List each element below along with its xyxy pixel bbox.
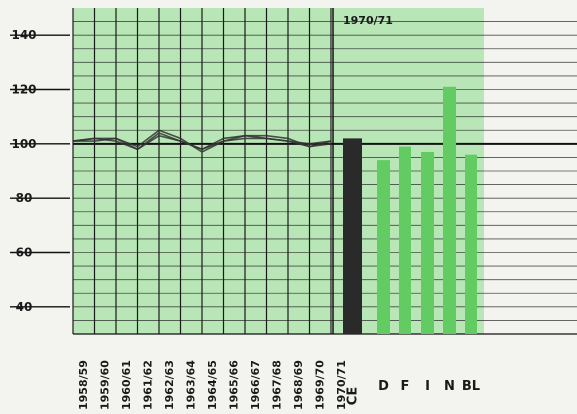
y-tick-label: 80 <box>16 191 33 205</box>
x-tick-label: 1968/69 <box>292 360 305 410</box>
x-tick-label: 1961/62 <box>141 360 154 410</box>
bar-label-bl: BL <box>462 379 480 394</box>
y-tick-label: 120 <box>11 83 36 97</box>
x-tick-label: 1967/68 <box>270 360 283 410</box>
x-tick-label: 1963/64 <box>184 360 197 410</box>
series-line-3 <box>72 134 332 151</box>
x-tick-label: 1970/71 <box>335 360 348 410</box>
bar-bl <box>465 154 477 334</box>
bar-f <box>399 146 411 334</box>
bar-ce <box>343 138 362 334</box>
bar-n <box>443 86 456 335</box>
x-tick-label: 1959/60 <box>98 360 111 410</box>
y-tick-label: 60 <box>16 246 33 260</box>
x-tick-label: 1962/63 <box>163 360 176 410</box>
y-tick-label: 140 <box>11 28 36 42</box>
y-tick-label: 40 <box>16 300 33 314</box>
bar-label-f: F <box>401 379 410 394</box>
x-tick-label: 1969/70 <box>313 360 326 410</box>
period-label: 1970/71 <box>343 14 393 27</box>
x-tick-label: 1966/67 <box>249 360 262 410</box>
x-tick-label: 1958/59 <box>77 360 90 410</box>
bar-label-n: N <box>444 379 455 394</box>
bar-i <box>421 151 434 334</box>
bar-label-d: D <box>378 379 389 394</box>
y-tick-label: 100 <box>11 137 36 151</box>
bar-label-ce: CE <box>346 387 361 405</box>
bar-d <box>377 160 390 334</box>
x-tick-label: 1960/61 <box>120 360 133 410</box>
bar-label-i: I <box>425 379 430 394</box>
x-tick-label: 1965/66 <box>227 360 240 410</box>
x-tick-label: 1964/65 <box>206 360 219 410</box>
